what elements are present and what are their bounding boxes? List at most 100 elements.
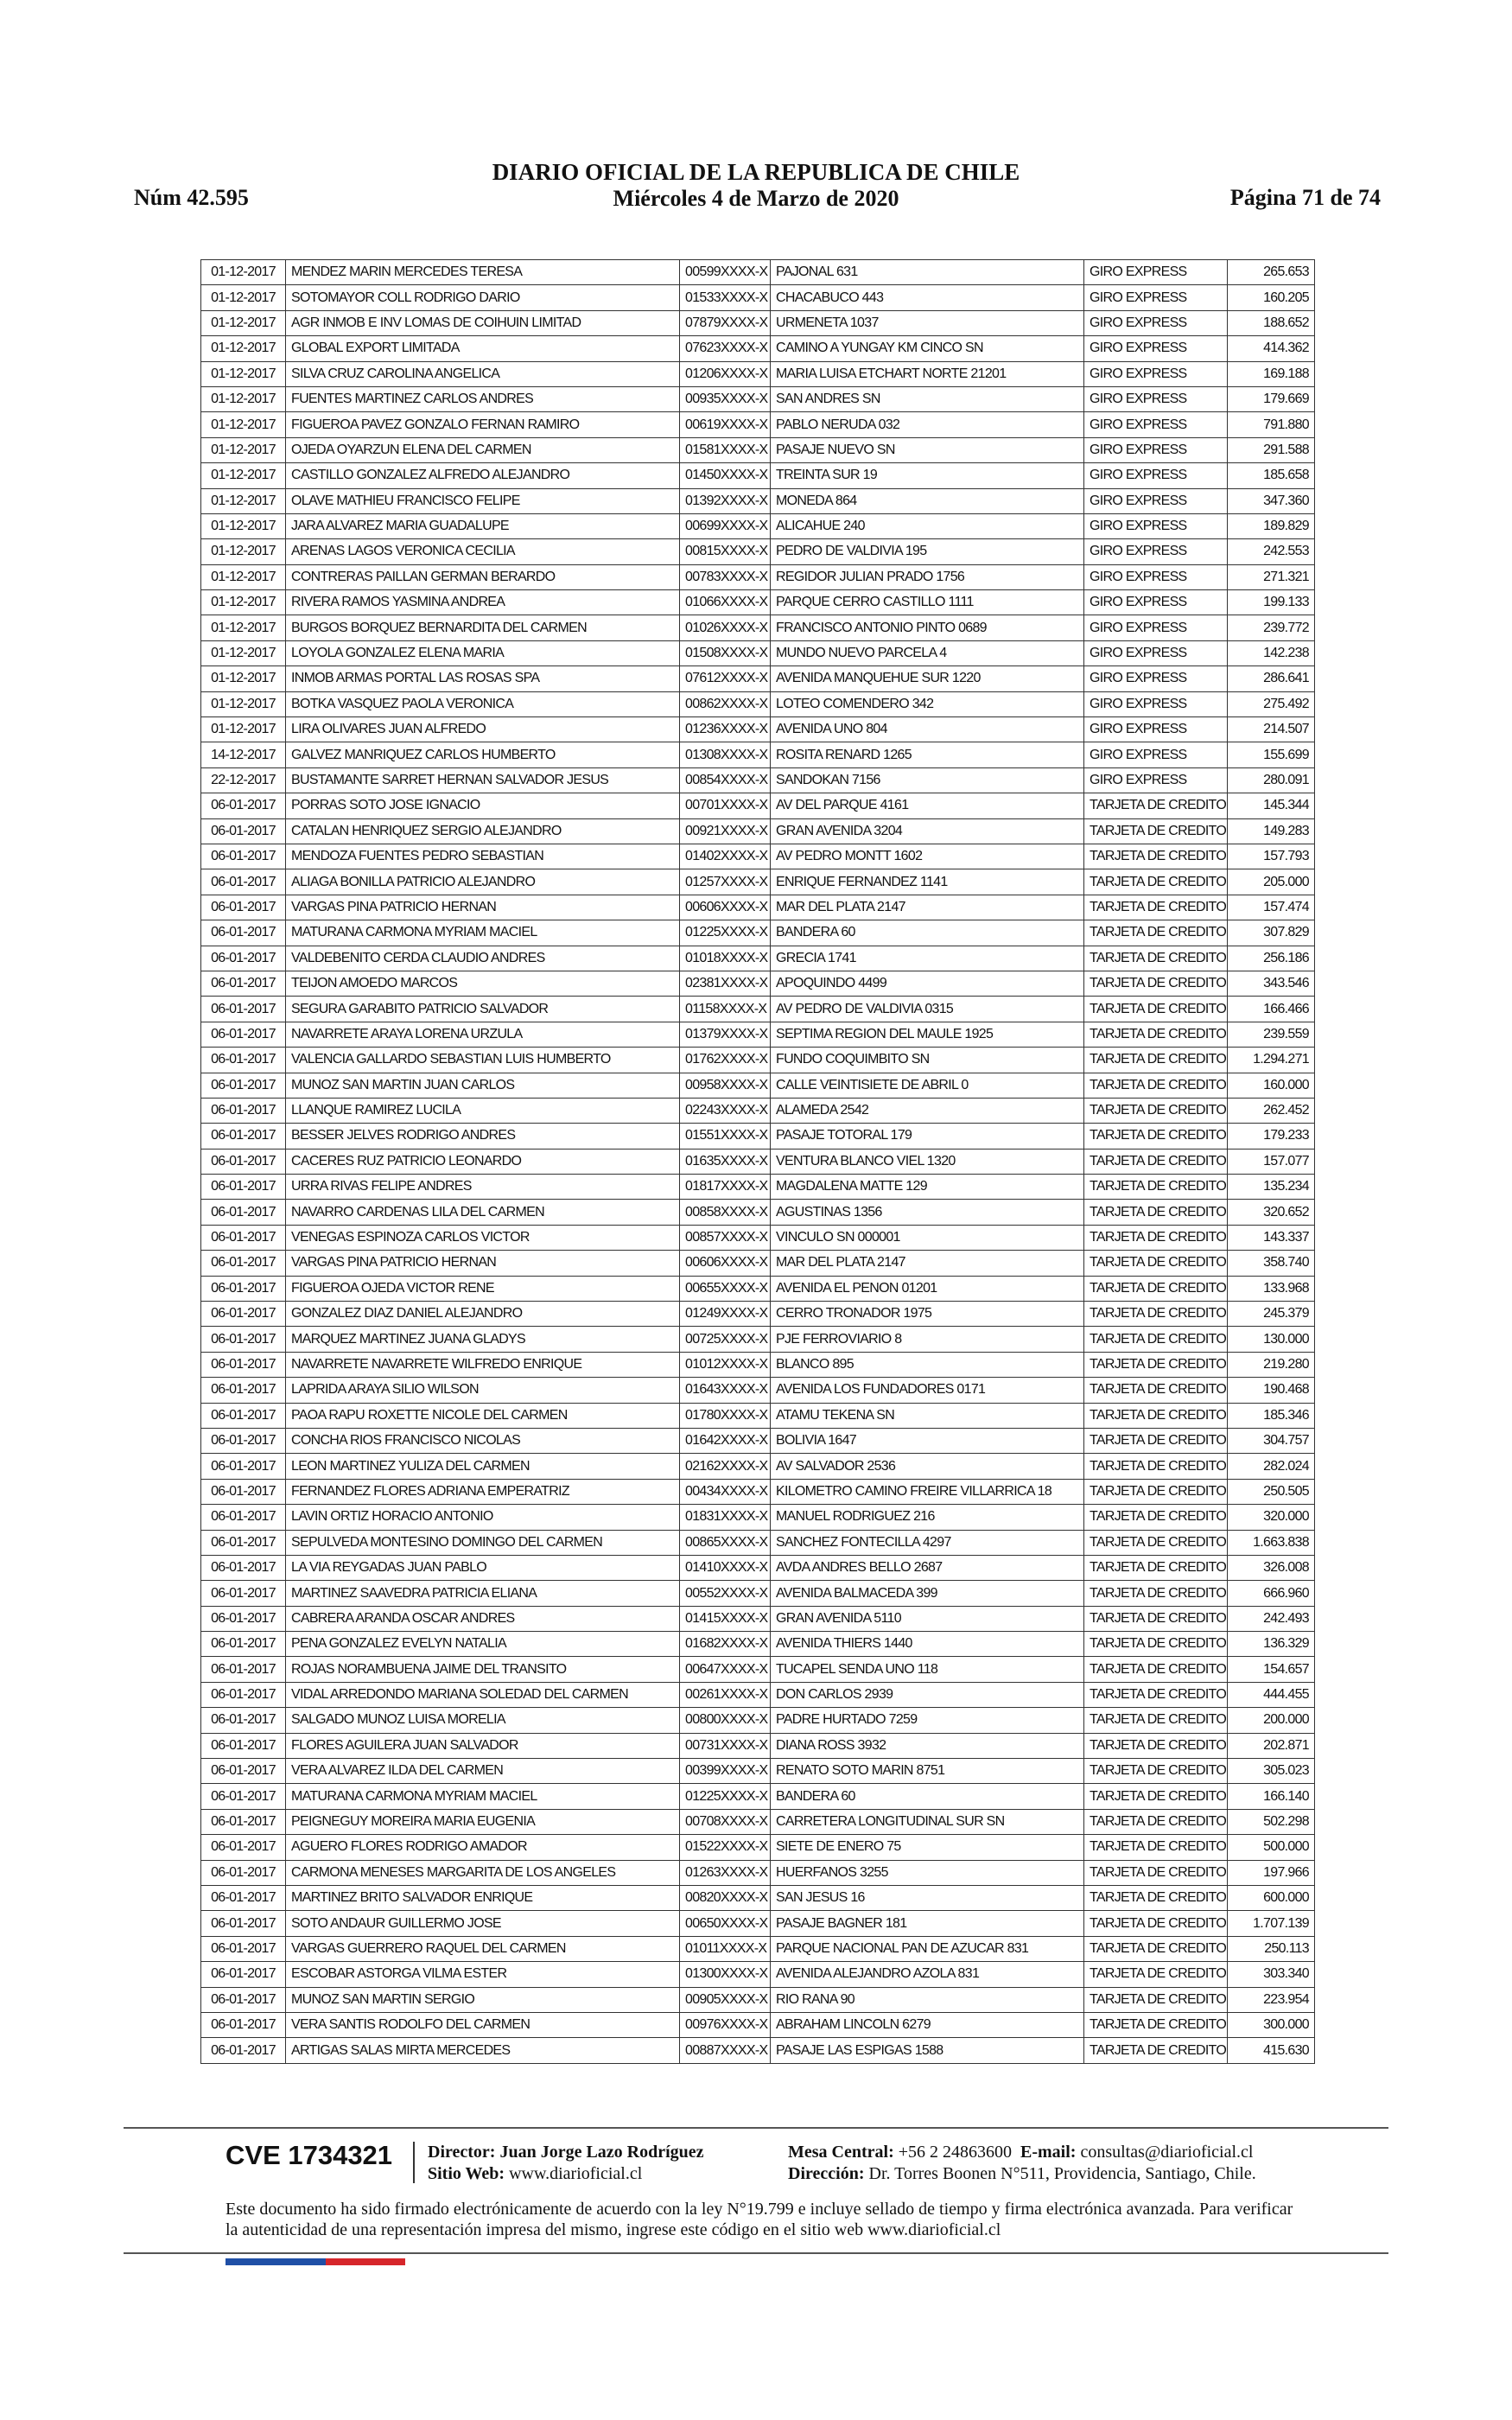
address: MARIA LUISA ETCHART NORTE 21201 <box>770 360 1084 387</box>
date: 01-12-2017 <box>200 309 286 337</box>
address: SAN ANDRES SN <box>770 385 1084 413</box>
address: LOTEO COMENDERO 342 <box>770 691 1084 718</box>
date: 06-01-2017 <box>200 1478 286 1506</box>
table-row: 06-01-2017 CABRERA ARANDA OSCAR ANDRES 014… <box>200 1605 1315 1633</box>
address: FUNDO COQUIMBITO SN <box>770 1047 1084 1073</box>
payment-type: TARJETA DE CREDITO <box>1083 1402 1228 1429</box>
date: 01-12-2017 <box>200 462 286 489</box>
address: PASAJE LAS ESPIGAS 1588 <box>770 2037 1084 2064</box>
rut: 02381XXXX-X <box>679 970 771 997</box>
name: NAVARRETE NAVARRETE WILFREDO ENRIQUE <box>285 1351 680 1379</box>
date: 06-01-2017 <box>200 1986 286 2013</box>
rut: 00606XXXX-X <box>679 1250 771 1277</box>
table-row: 06-01-2017 SEGURA GARABITO PATRICIO SALVA… <box>200 996 1315 1022</box>
address: ENRIQUE FERNANDEZ 1141 <box>770 869 1084 895</box>
date: 06-01-2017 <box>200 1884 286 1912</box>
amount: 188.652 <box>1227 309 1315 337</box>
table-row: 06-01-2017 PORRAS SOTO JOSE IGNACIO 00701X… <box>200 793 1315 819</box>
payment-type: TARJETA DE CREDITO <box>1083 1580 1228 1607</box>
table-row: 06-01-2017 VALDEBENITO CERDA CLAUDIO ANDR… <box>200 945 1315 971</box>
address: CARRETERA LONGITUDINAL SUR SN <box>770 1808 1084 1836</box>
payment-type: TARJETA DE CREDITO <box>1083 1783 1228 1810</box>
rut: 00958XXXX-X <box>679 1072 771 1099</box>
address: ATAMU TEKENA SN <box>770 1402 1084 1429</box>
date: 06-01-2017 <box>200 1047 286 1073</box>
amount: 200.000 <box>1227 1707 1315 1734</box>
rut: 01018XXXX-X <box>679 945 771 971</box>
name: LIRA OLIVARES JUAN ALFREDO <box>285 716 680 743</box>
payment-type: TARJETA DE CREDITO <box>1083 1123 1228 1150</box>
rut: 01300XXXX-X <box>679 1961 771 1988</box>
address: AGUSTINAS 1356 <box>770 1199 1084 1226</box>
payment-type: TARJETA DE CREDITO <box>1083 1529 1228 1556</box>
date: 06-01-2017 <box>200 1859 286 1887</box>
date: 06-01-2017 <box>200 1681 286 1709</box>
amount: 160.000 <box>1227 1072 1315 1099</box>
phone: +56 2 24863600 <box>898 2143 1013 2162</box>
name: VALDEBENITO CERDA CLAUDIO ANDRES <box>285 945 680 971</box>
date: 01-12-2017 <box>200 436 286 464</box>
table-row: 06-01-2017 MATURANA CARMONA MYRIAM MACIEL… <box>200 920 1315 946</box>
date: 01-12-2017 <box>200 589 286 616</box>
address: RENATO SOTO MARIN 8751 <box>770 1758 1084 1785</box>
amount: 166.466 <box>1227 996 1315 1022</box>
date: 06-01-2017 <box>200 2037 286 2064</box>
name: VERA SANTIS RODOLFO DEL CARMEN <box>285 2011 680 2039</box>
payment-type: GIRO EXPRESS <box>1083 538 1228 565</box>
table-row: 06-01-2017 PENA GONZALEZ EVELYN NATALIA 01… <box>200 1631 1315 1658</box>
payment-type: GIRO EXPRESS <box>1083 335 1228 362</box>
name: LLANQUE RAMIREZ LUCILA <box>285 1097 680 1124</box>
table-row: 06-01-2017 SEPULVEDA MONTESINO DOMINGO DE… <box>200 1529 1315 1556</box>
table-row: 06-01-2017 ALIAGA BONILLA PATRICIO ALEJAN… <box>200 869 1315 895</box>
address: PASAJE TOTORAL 179 <box>770 1123 1084 1150</box>
table-row: 06-01-2017 MATURANA CARMONA MYRIAM MACIEL… <box>200 1783 1315 1810</box>
table-row: 01-12-2017 AGR INMOB E INV LOMAS DE COIHU… <box>200 309 1315 337</box>
address: MAR DEL PLATA 2147 <box>770 1250 1084 1277</box>
amount: 343.546 <box>1227 970 1315 997</box>
amount: 143.337 <box>1227 1224 1315 1251</box>
payment-type: TARJETA DE CREDITO <box>1083 1504 1228 1531</box>
issue-number: Núm 42.595 <box>134 185 249 210</box>
payment-type: TARJETA DE CREDITO <box>1083 1453 1228 1480</box>
payment-type: GIRO EXPRESS <box>1083 564 1228 591</box>
name: CACERES RUZ PATRICIO LEONARDO <box>285 1148 680 1175</box>
name: SILVA CRUZ CAROLINA ANGELICA <box>285 360 680 387</box>
rut: 00434XXXX-X <box>679 1478 771 1506</box>
payment-type: GIRO EXPRESS <box>1083 589 1228 616</box>
name: MUNOZ SAN MARTIN JUAN CARLOS <box>285 1072 680 1099</box>
table-row: 01-12-2017 SOTOMAYOR COLL RODRIGO DARIO 01… <box>200 284 1315 311</box>
name: ALIAGA BONILLA PATRICIO ALEJANDRO <box>285 869 680 895</box>
date: 01-12-2017 <box>200 335 286 362</box>
date: 06-01-2017 <box>200 1072 286 1099</box>
amount: 239.559 <box>1227 1021 1315 1048</box>
table-row: 06-01-2017 CATALAN HENRIQUEZ SERGIO ALEJA… <box>200 818 1315 844</box>
address: REGIDOR JULIAN PRADO 1756 <box>770 564 1084 591</box>
name: CONTRERAS PAILLAN GERMAN BERARDO <box>285 564 680 591</box>
amount: 300.000 <box>1227 2011 1315 2039</box>
rut: 00800XXXX-X <box>679 1707 771 1734</box>
date: 06-01-2017 <box>200 818 286 844</box>
table-row: 06-01-2017 MARTINEZ BRITO SALVADOR ENRIQU… <box>200 1884 1315 1912</box>
date: 01-12-2017 <box>200 564 286 591</box>
table-row: 06-01-2017 MARTINEZ SAAVEDRA PATRICIA ELI… <box>200 1580 1315 1607</box>
payment-type: GIRO EXPRESS <box>1083 462 1228 489</box>
name: PAOA RAPU ROXETTE NICOLE DEL CARMEN <box>285 1402 680 1429</box>
date: 06-01-2017 <box>200 1275 286 1302</box>
address: MANUEL RODRIGUEZ 216 <box>770 1504 1084 1531</box>
address: ALAMEDA 2542 <box>770 1097 1084 1124</box>
rut: 01392XXXX-X <box>679 487 771 514</box>
name: LA VIA REYGADAS JUAN PABLO <box>285 1554 680 1582</box>
date: 06-01-2017 <box>200 945 286 971</box>
date: 06-01-2017 <box>200 1910 286 1937</box>
date: 06-01-2017 <box>200 970 286 997</box>
amount: 262.452 <box>1227 1097 1315 1124</box>
name: SOTO ANDAUR GUILLERMO JOSE <box>285 1910 680 1937</box>
separator <box>413 2142 415 2183</box>
table-row: 01-12-2017 LIRA OLIVARES JUAN ALFREDO 0123… <box>200 716 1315 743</box>
address: BOLIVIA 1647 <box>770 1427 1084 1455</box>
payment-type: TARJETA DE CREDITO <box>1083 1758 1228 1785</box>
name: MENDOZA FUENTES PEDRO SEBASTIAN <box>285 843 680 870</box>
payment-type: GIRO EXPRESS <box>1083 666 1228 692</box>
payment-type: TARJETA DE CREDITO <box>1083 920 1228 946</box>
date: 01-12-2017 <box>200 716 286 743</box>
